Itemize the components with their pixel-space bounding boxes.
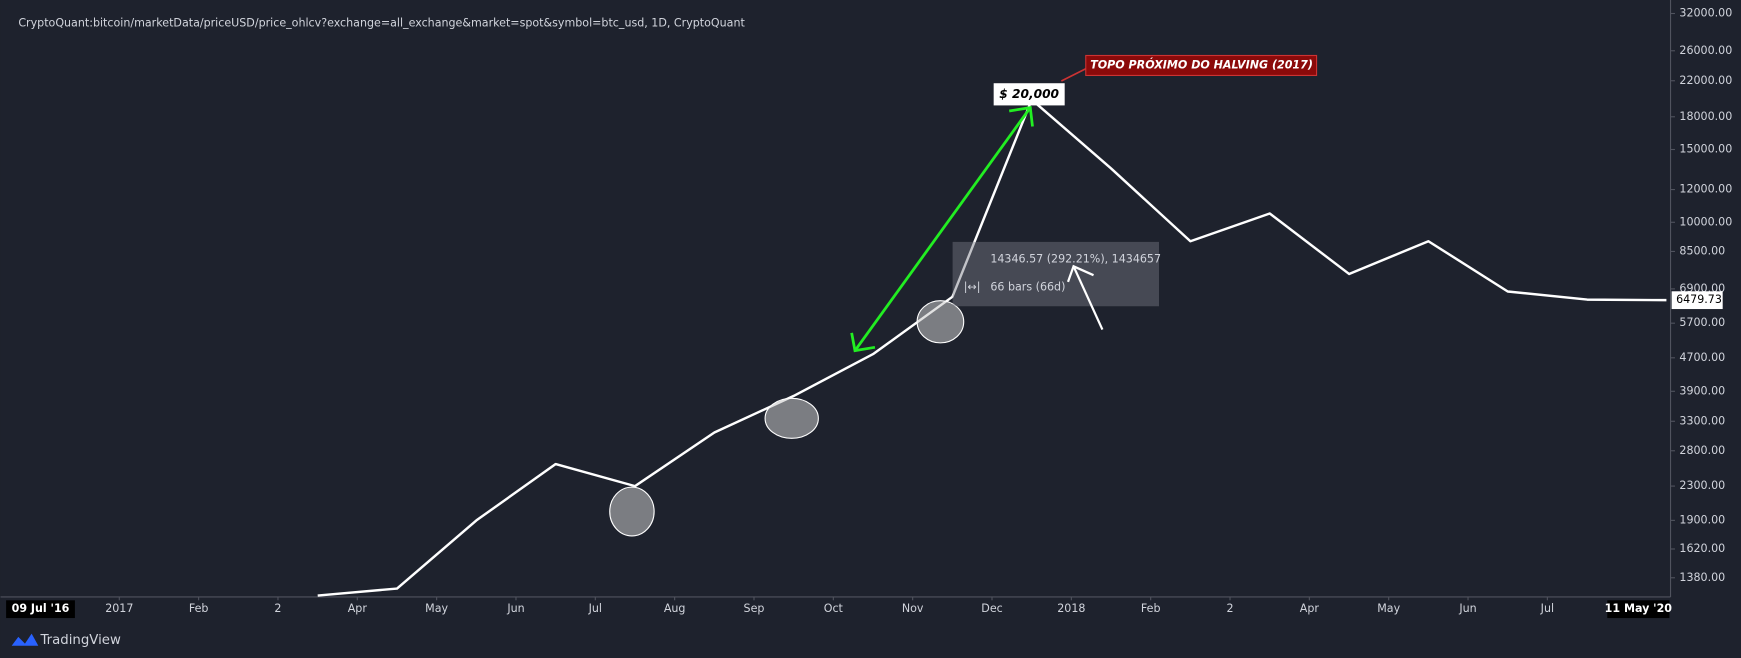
dip-ellipse bbox=[916, 300, 965, 344]
y-tick-label: 26000.00 bbox=[1679, 44, 1732, 57]
cursor-arrow-head bbox=[1066, 264, 1094, 283]
x-tick-label: Dec bbox=[981, 602, 1002, 615]
y-tick-label: 2300.00 bbox=[1679, 479, 1725, 492]
y-tick-label: 3900.00 bbox=[1679, 384, 1725, 397]
trend-arrow bbox=[853, 106, 1032, 352]
y-tick-label: 22000.00 bbox=[1679, 74, 1732, 87]
x-tick-label: Jul bbox=[588, 602, 602, 615]
x-tick-label: Feb bbox=[1141, 602, 1161, 615]
x-tick-label: Oct bbox=[824, 602, 844, 615]
x-tick-label: Nov bbox=[902, 602, 924, 615]
note-pointer bbox=[1060, 68, 1087, 82]
x-tick-label: Feb bbox=[189, 602, 209, 615]
price-box bbox=[993, 83, 1065, 106]
x-tick-label: Aug bbox=[664, 602, 686, 615]
arrow-head bbox=[850, 332, 876, 353]
y-tick-label: 1620.00 bbox=[1679, 542, 1725, 555]
y-tick-label: 1900.00 bbox=[1679, 513, 1725, 526]
x-tick-label: 2018 bbox=[1057, 602, 1085, 615]
y-tick-label: 15000.00 bbox=[1679, 143, 1732, 156]
cursor-label: 11 May '20 bbox=[1605, 602, 1673, 615]
y-tick-label: 32000.00 bbox=[1679, 7, 1732, 20]
x-tick-label: Jul bbox=[1540, 602, 1554, 615]
y-tick-label: 12000.00 bbox=[1679, 183, 1732, 196]
y-tick-label: 8500.00 bbox=[1679, 244, 1725, 257]
x-tick-label: Apr bbox=[348, 602, 368, 615]
cursor-label: 09 Jul '16 bbox=[12, 602, 70, 615]
cursor-box bbox=[6, 600, 75, 619]
y-tick-label: 3300.00 bbox=[1679, 414, 1725, 427]
y-tick-label: 1380.00 bbox=[1679, 571, 1725, 584]
x-tick-label: Apr bbox=[1300, 602, 1320, 615]
price-line bbox=[317, 98, 1667, 597]
y-tick-label: 18000.00 bbox=[1679, 110, 1732, 123]
y-tick-label: 2800.00 bbox=[1679, 444, 1725, 457]
last-price-box bbox=[1671, 291, 1723, 310]
arrow-head bbox=[1008, 106, 1034, 127]
measure-change: 14346.57 (292.21%), 1434657 bbox=[990, 253, 1161, 266]
plot-area bbox=[317, 98, 1667, 597]
y-tick-label: 10000.00 bbox=[1679, 215, 1732, 228]
cursor-arrow bbox=[1072, 265, 1104, 331]
x-tick-label: Sep bbox=[744, 602, 765, 615]
branding: TradingView bbox=[40, 633, 121, 648]
x-tick-label: 2 bbox=[1226, 602, 1233, 615]
price-label: $ 20,000 bbox=[999, 87, 1059, 101]
chart-title: CryptoQuant:bitcoin/marketData/priceUSD/… bbox=[18, 16, 745, 29]
logo bbox=[11, 633, 39, 646]
x-tick-label: 2 bbox=[274, 602, 281, 615]
y-tick-label: 4700.00 bbox=[1679, 351, 1725, 364]
halving-note: TOPO PRÓXIMO DO HALVING (2017) bbox=[1090, 58, 1313, 71]
x-tick-label: Jun bbox=[506, 602, 524, 615]
dip-ellipse bbox=[609, 486, 655, 537]
note-box bbox=[1085, 54, 1318, 77]
measure-bars: 66 bars (66d) bbox=[990, 280, 1065, 293]
last-price-label: 6479.73 bbox=[1676, 293, 1722, 306]
x-tick-label: May bbox=[425, 602, 448, 615]
y-tick-label: 5700.00 bbox=[1679, 316, 1725, 329]
cursor-box bbox=[1607, 600, 1670, 619]
measure-icon: |↔| bbox=[964, 280, 981, 293]
x-tick-label: May bbox=[1377, 602, 1400, 615]
x-tick-label: Jun bbox=[1458, 602, 1476, 615]
measure-box bbox=[952, 241, 1159, 307]
annotations: 14346.57 (292.21%), 1434657 66 bars (66d… bbox=[6, 54, 1673, 648]
dip-ellipse bbox=[764, 397, 819, 439]
x-tick-label: 2017 bbox=[105, 602, 133, 615]
